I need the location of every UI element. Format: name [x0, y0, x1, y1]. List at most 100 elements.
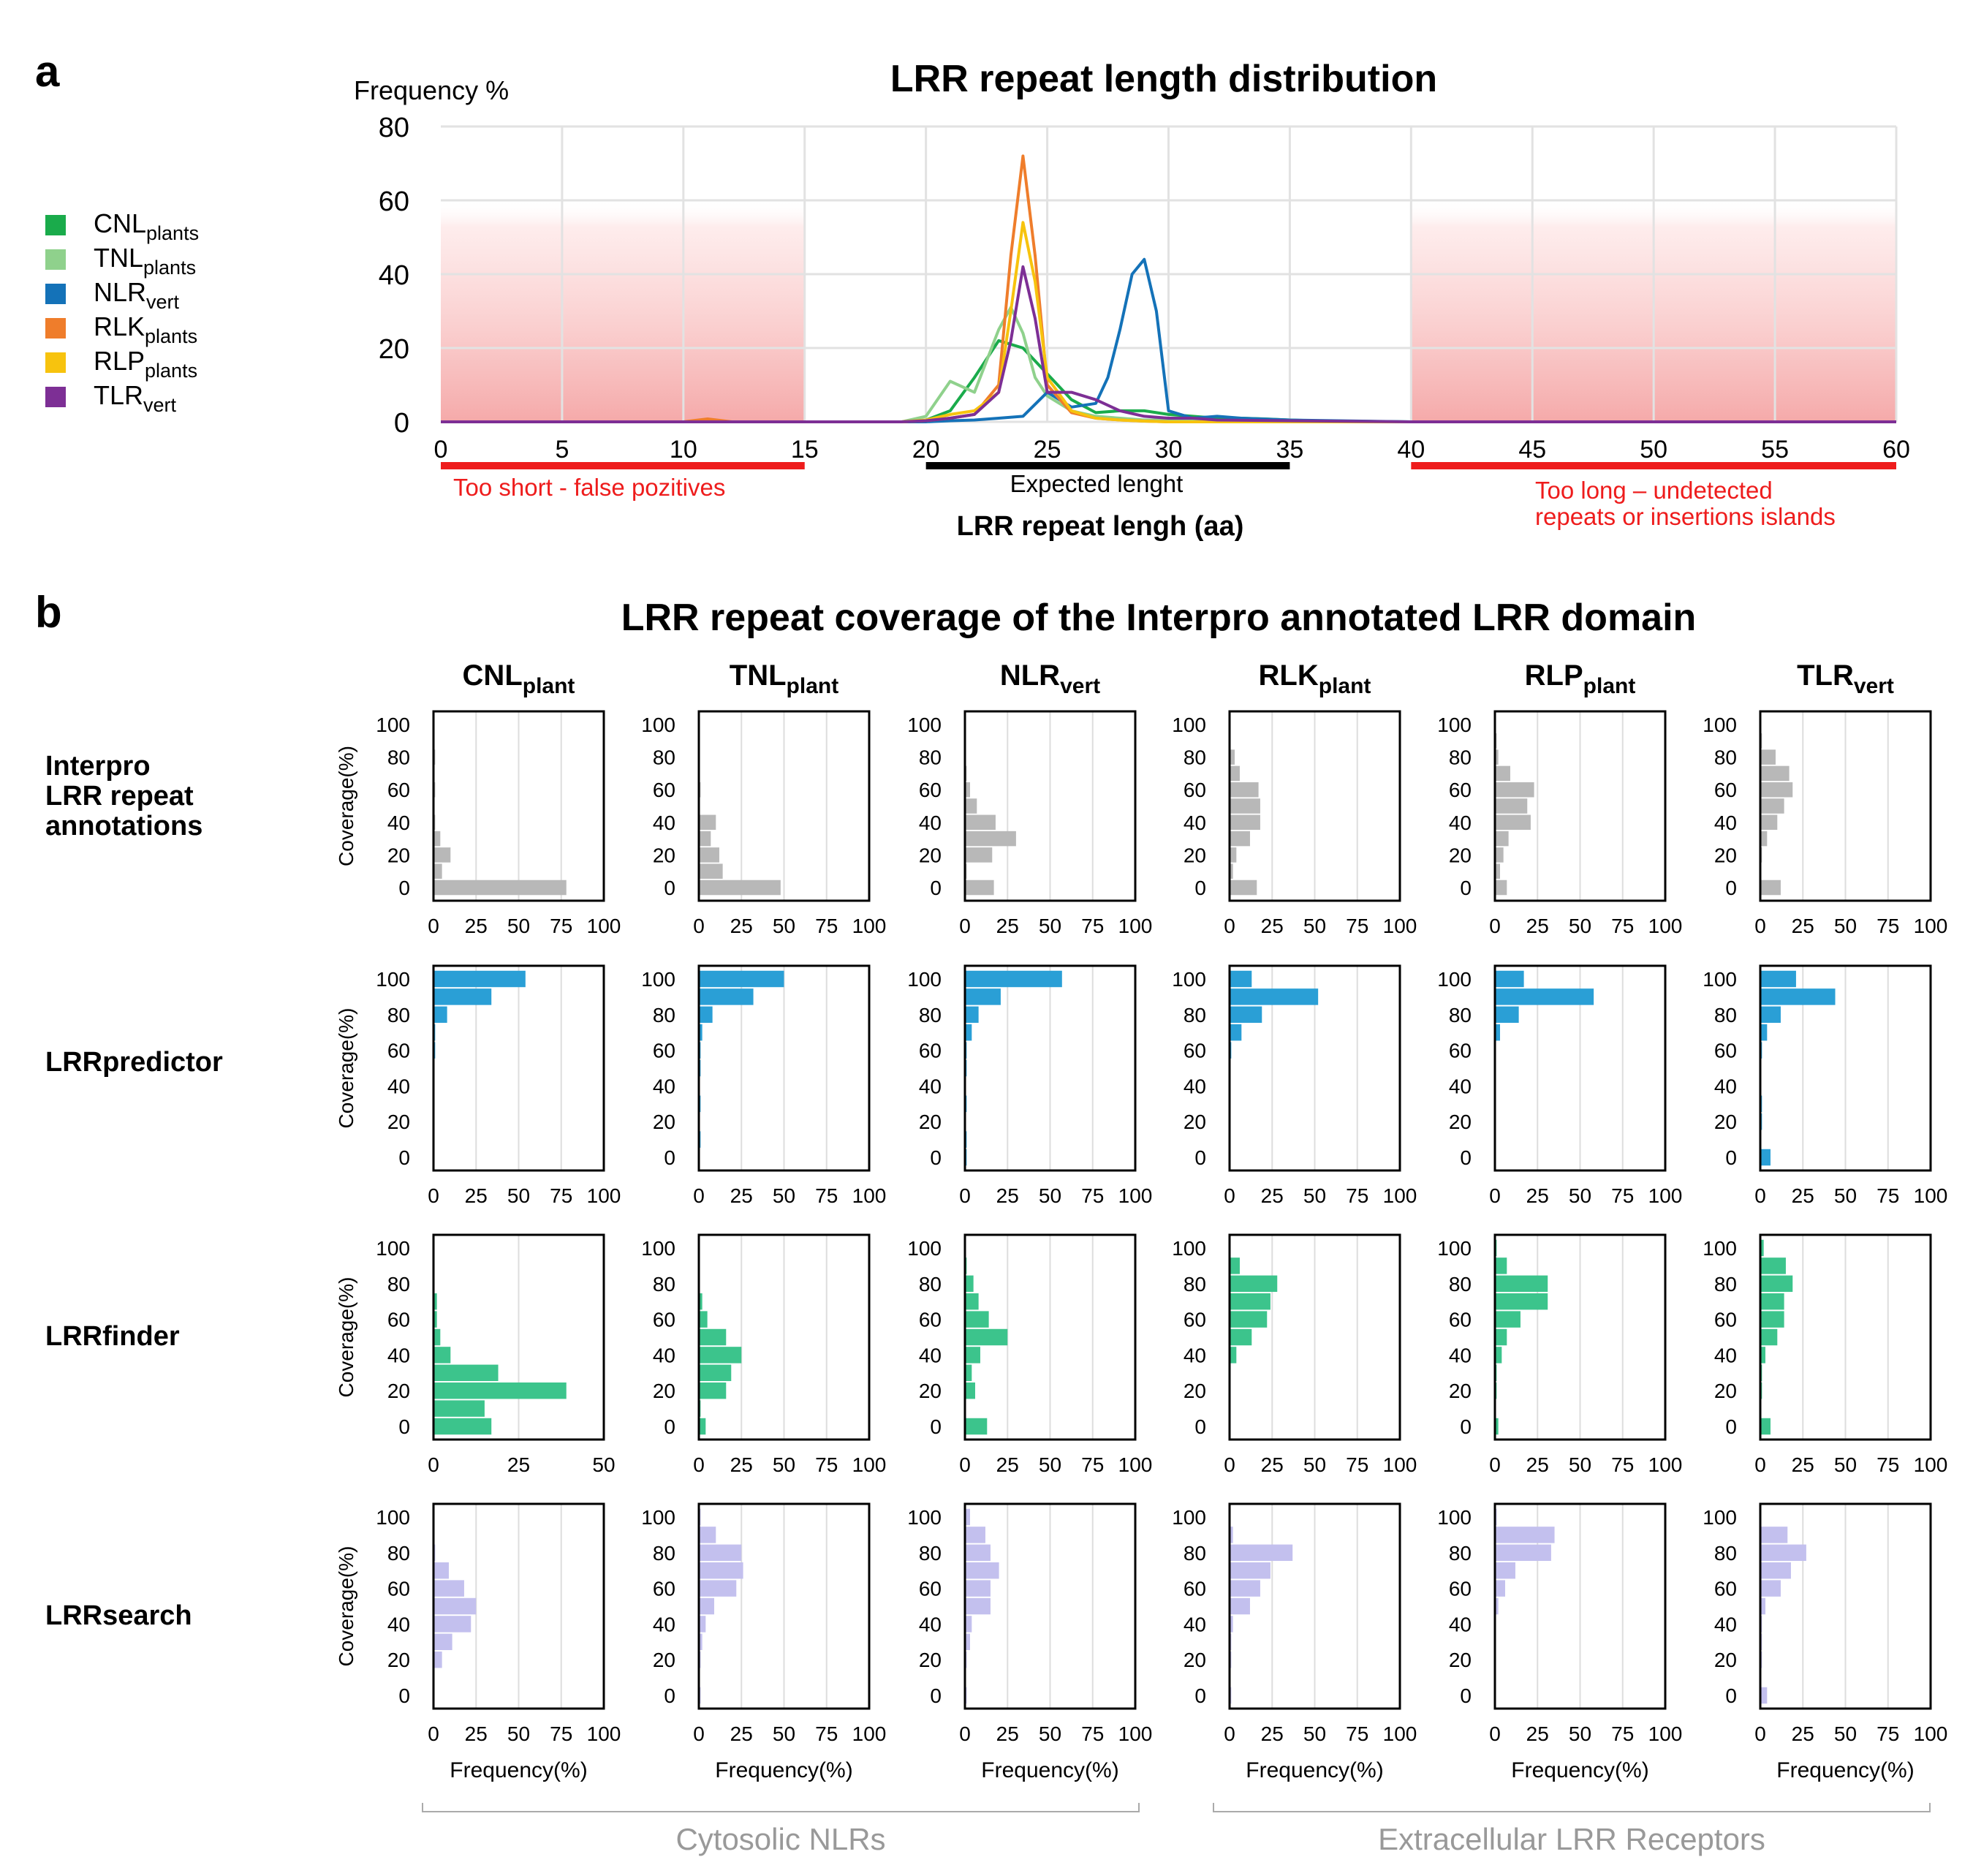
panel-y-tick: 60: [1449, 1309, 1472, 1331]
panel-x-tick: 75: [1877, 1722, 1899, 1745]
panel-frame: [963, 1233, 1137, 1441]
panel-x-tick: 25: [1792, 1184, 1814, 1207]
panel-y-tick: 40: [653, 812, 675, 834]
chart-a-plot: 0 20 40 60 80 0 5 10 15 20 25 30 35 40 45 50 55 60: [379, 113, 1910, 469]
panel-y-tick: 100: [641, 1506, 675, 1529]
coverage-bar: [1760, 988, 1836, 1005]
panel-x-tick: 25: [996, 1184, 1019, 1207]
coverage-bar: [433, 1633, 452, 1651]
panel-x-tick: 75: [1877, 1184, 1899, 1207]
coverage-bar: [965, 1418, 988, 1435]
panel-y-tick: 100: [1437, 1237, 1472, 1260]
row-label-1-0: LRRpredictor: [45, 1047, 223, 1078]
x-tick-label: 60: [1882, 436, 1910, 464]
legend-swatch-CNL: [45, 215, 66, 235]
panel-x-tick: 0: [428, 1722, 439, 1745]
coverage-bar: [699, 1347, 742, 1363]
panel-y-tick: 40: [1714, 812, 1737, 834]
coverage-bar: [699, 1527, 716, 1543]
panel-x-tick: 50: [1039, 1453, 1061, 1476]
panel-frame: [697, 964, 871, 1172]
series-line-TLR: [441, 265, 1896, 423]
panel-frame: [1759, 964, 1932, 1172]
coverage-bar: [1760, 782, 1793, 798]
panel-y-tick: 100: [1172, 714, 1206, 736]
panel-x-tick: 0: [959, 1453, 971, 1476]
panel-y-tick: 100: [1703, 968, 1737, 991]
panel-y-tick: 0: [664, 1684, 675, 1707]
column-header-2: NLRvert: [1000, 659, 1100, 698]
panel-frame: [1759, 1502, 1932, 1710]
panel-frame: [1228, 710, 1401, 902]
panel-y-tick: 80: [1184, 1273, 1206, 1296]
panel-x-tick: 100: [1914, 1722, 1948, 1745]
coverage-bar: [1230, 1580, 1260, 1597]
series-line-RLP: [441, 221, 1896, 423]
panel-y-tick: 20: [1449, 1111, 1472, 1133]
coverage-bar: [1230, 880, 1257, 896]
panel-1-2: 0 20 40 60 80 100 0 25 50 75 100: [907, 964, 1152, 1207]
panel-y-tick: 80: [387, 1004, 410, 1026]
panel-y-tick: 0: [664, 1146, 675, 1169]
coverage-bar: [1495, 765, 1510, 782]
too-short-bar: [441, 462, 805, 469]
panel-0-0: 0 20 40 60 80 100 0 25 50 75 100 Coverage(%): [335, 710, 621, 937]
panel-frame: [1228, 1502, 1401, 1710]
coverage-bar: [965, 1527, 985, 1543]
coverage-bar: [699, 1616, 706, 1633]
x-tick-label: 0: [434, 436, 448, 464]
coverage-bar: [1760, 765, 1790, 782]
series-line-NLR: [441, 257, 1896, 423]
shaded-region-0: [441, 200, 805, 422]
panel-frame: [697, 1502, 871, 1710]
panel-y-tick: 0: [398, 1415, 410, 1438]
coverage-bar: [1230, 782, 1259, 798]
coverage-bar: [699, 1544, 742, 1562]
bar-grid: 0 20 40 60 80 100 0 25 50 75 100 Coverage(%) 0 20 40 60…: [335, 710, 1948, 1782]
panel-y-tick: 100: [1172, 968, 1206, 991]
panel-y-tick: 60: [653, 1578, 675, 1600]
coverage-bar: [1495, 831, 1509, 847]
coverage-bar: [965, 798, 977, 814]
coverage-bar: [1495, 1328, 1507, 1346]
coverage-bar: [965, 880, 994, 896]
coverage-bar: [1760, 1527, 1788, 1543]
panel-x-tick: 100: [1118, 915, 1153, 937]
panel-y-tick: 0: [1194, 1415, 1206, 1438]
y-tick-label: 80: [379, 113, 409, 143]
panel-x-tick: 50: [592, 1453, 615, 1476]
row-label-0-2: annotations: [45, 811, 202, 841]
y-tick-label: 60: [379, 186, 409, 217]
panel-y-tick: 40: [1449, 1613, 1472, 1635]
coverage-bar: [699, 1562, 743, 1579]
column-header-4: RLPplant: [1525, 659, 1636, 698]
panel-0-2: 0 20 40 60 80 100 0 25 50 75 100: [907, 710, 1153, 937]
panel-x-tick: 25: [1261, 1722, 1284, 1745]
panel-y-tick: 20: [919, 1649, 942, 1671]
too-long-annotation-1: Too long – undetected: [1535, 477, 1773, 504]
coverage-bar: [1760, 1006, 1781, 1024]
panel-y-tick: 40: [919, 1344, 942, 1366]
coverage-bar: [1495, 863, 1500, 879]
coverage-bar: [1495, 970, 1524, 988]
panel-y-tick: 80: [1184, 746, 1206, 769]
panel-x-tick: 50: [1834, 915, 1857, 937]
coverage-bar: [1495, 749, 1499, 765]
panel-2-4: 0 20 40 60 80 100 0 25 50 75 100: [1437, 1233, 1682, 1476]
panel-x-tick: 100: [1914, 915, 1948, 937]
panel-1-1: 0 20 40 60 80 100 0 25 50 75 100: [641, 964, 886, 1207]
panel-y-tick: 100: [1703, 1237, 1737, 1260]
panel-y-tick: 60: [653, 1309, 675, 1331]
legend-swatch-NLR: [45, 284, 66, 304]
panel-y-tick: 80: [919, 1273, 942, 1296]
legend-swatch-TNL: [45, 249, 66, 270]
panel-y-tick: 40: [653, 1075, 675, 1097]
coverage-bar: [1230, 863, 1233, 879]
coverage-bar: [1230, 814, 1260, 831]
panel-x-tick: 75: [815, 1453, 838, 1476]
panel-x-tick: 100: [1383, 1722, 1417, 1745]
row-label-0-1: LRR repeat: [45, 781, 194, 812]
coverage-bar: [1760, 1544, 1806, 1562]
panel-y-tick: 20: [919, 1380, 942, 1402]
coverage-bar: [965, 1311, 989, 1328]
